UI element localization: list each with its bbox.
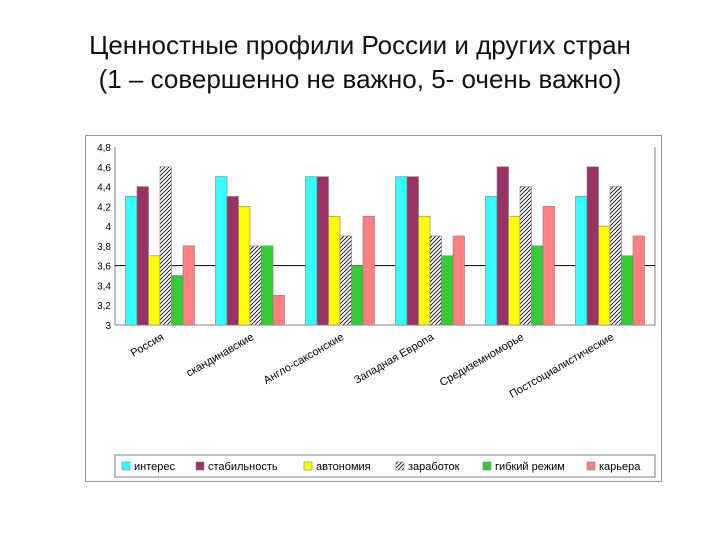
bar bbox=[508, 215, 521, 326]
bar bbox=[171, 275, 184, 326]
bar bbox=[531, 245, 544, 326]
legend-swatch bbox=[586, 461, 596, 471]
legend-swatch bbox=[303, 461, 313, 471]
bar bbox=[452, 235, 465, 326]
bar bbox=[136, 186, 149, 326]
y-tick-label: 3,8 bbox=[97, 242, 111, 253]
legend-swatch bbox=[482, 461, 492, 471]
bar bbox=[429, 235, 442, 326]
bar bbox=[159, 166, 172, 326]
category-label: Средиземноморье bbox=[438, 331, 526, 389]
legend-label: гибкий режим bbox=[495, 461, 565, 473]
bar bbox=[586, 166, 599, 326]
y-tick-label: 4,6 bbox=[97, 163, 111, 174]
legend-swatch bbox=[395, 461, 405, 471]
legend-swatch bbox=[195, 461, 205, 471]
bar bbox=[305, 176, 318, 326]
bar bbox=[406, 176, 419, 326]
bar bbox=[362, 215, 375, 326]
y-tick-label: 3,6 bbox=[97, 262, 111, 273]
bar bbox=[351, 265, 364, 326]
bar bbox=[441, 255, 454, 326]
legend-label: карьера bbox=[599, 461, 641, 473]
bar bbox=[609, 186, 622, 326]
y-tick-label: 3 bbox=[105, 321, 111, 332]
legend-label: стабильность bbox=[208, 461, 278, 473]
y-tick-label: 4,2 bbox=[97, 202, 111, 213]
y-tick-label: 3,2 bbox=[97, 301, 111, 312]
bar bbox=[496, 166, 509, 326]
bar bbox=[328, 215, 341, 326]
bar bbox=[542, 206, 555, 326]
slide-title: Ценностные профили России и других стран… bbox=[0, 28, 720, 96]
category-label: скандинавские bbox=[184, 331, 256, 379]
bar bbox=[339, 235, 352, 326]
title-line-2: (1 – совершенно не важно, 5- очень важно… bbox=[98, 64, 622, 94]
bar bbox=[519, 186, 532, 326]
legend-label: автономия bbox=[316, 461, 371, 473]
category-label: Западная Европа bbox=[352, 331, 437, 387]
bar bbox=[632, 235, 645, 326]
legend-box bbox=[114, 454, 656, 478]
y-tick-label: 4,4 bbox=[97, 183, 111, 194]
bar bbox=[485, 196, 498, 326]
bar bbox=[272, 295, 285, 326]
legend-swatch bbox=[121, 461, 131, 471]
bar bbox=[598, 225, 611, 326]
bar bbox=[238, 206, 251, 326]
category-label: Англо-саксонские bbox=[262, 331, 346, 387]
title-line-1: Ценностные профили России и других стран bbox=[89, 30, 631, 60]
y-tick-label: 3,4 bbox=[97, 281, 111, 292]
y-tick-label: 4,8 bbox=[97, 143, 111, 154]
legend-label: интерес bbox=[134, 461, 175, 473]
bar bbox=[395, 176, 408, 326]
legend-label: заработок bbox=[408, 461, 460, 473]
bar bbox=[575, 196, 588, 326]
bar bbox=[215, 176, 228, 326]
bar bbox=[249, 245, 262, 326]
bar bbox=[261, 245, 274, 326]
bar bbox=[182, 245, 195, 326]
bar bbox=[418, 215, 431, 326]
bar bbox=[621, 255, 634, 326]
y-tick-label: 4 bbox=[105, 222, 111, 233]
bar bbox=[316, 176, 329, 326]
bar bbox=[125, 196, 138, 326]
bar bbox=[226, 196, 239, 326]
category-label: Россия bbox=[129, 331, 166, 359]
bar bbox=[148, 255, 161, 326]
